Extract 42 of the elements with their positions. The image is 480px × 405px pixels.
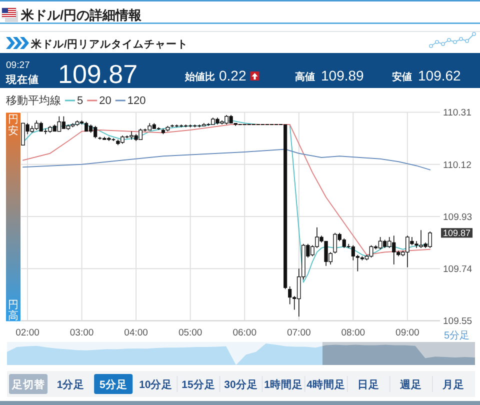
category-label: 1時間足 — [264, 378, 303, 391]
category-label: 月足 — [442, 379, 465, 391]
category-label: 日足 — [358, 379, 380, 391]
x-tick-label: 02:00 — [16, 328, 40, 339]
category-label: 10分足 — [139, 378, 173, 391]
legend-title: 移動平均線 — [6, 95, 61, 107]
x-tick-label: 04:00 — [124, 328, 148, 339]
legend-label: 20 — [99, 95, 112, 107]
category-label: 足切替 — [10, 378, 45, 391]
legend-label: 5 — [77, 95, 84, 107]
y-tick-label: 109.74 — [443, 264, 472, 276]
text: 円高 — [8, 299, 19, 322]
text: 安値 — [392, 71, 412, 83]
text: 現在値 — [5, 73, 39, 86]
x-tick-label: 06:00 — [232, 328, 256, 339]
text: 高値 — [295, 71, 315, 83]
y-tick-label: 109.55 — [443, 316, 472, 328]
y-tick-label: 109.93 — [443, 212, 472, 223]
text: 09:27 — [6, 60, 30, 71]
text: 始値比 — [184, 71, 215, 83]
text: 109.62 — [418, 68, 462, 84]
category-label: 4時間足 — [306, 378, 346, 391]
category-label: 週足 — [399, 378, 422, 391]
x-tick-label: 05:00 — [178, 328, 202, 339]
category-label: 30分足 — [224, 378, 258, 391]
y-tick-label: 110.31 — [443, 108, 472, 119]
text: 米ドル/円の詳細情報 — [20, 8, 143, 22]
x-tick-label: 09:00 — [396, 328, 420, 339]
x-tick-label: 03:00 — [70, 328, 94, 339]
text: 109.89 — [321, 68, 364, 84]
text: 109.87 — [58, 59, 138, 89]
text: 0.22 — [219, 68, 246, 84]
x-tick-label: 08:00 — [341, 328, 366, 339]
legend-label: 120 — [127, 95, 146, 107]
y-tick-label: 110.12 — [443, 160, 472, 171]
x-tick-label: 07:00 — [286, 328, 311, 339]
text: 米ドル/円リアルタイムチャート — [30, 38, 188, 50]
category-label: 5分足 — [99, 378, 128, 391]
text: 円安 — [8, 114, 19, 137]
text: 5分足 — [444, 330, 470, 342]
category-label: 1分足 — [56, 378, 85, 391]
category-label: 15分足 — [182, 378, 216, 391]
